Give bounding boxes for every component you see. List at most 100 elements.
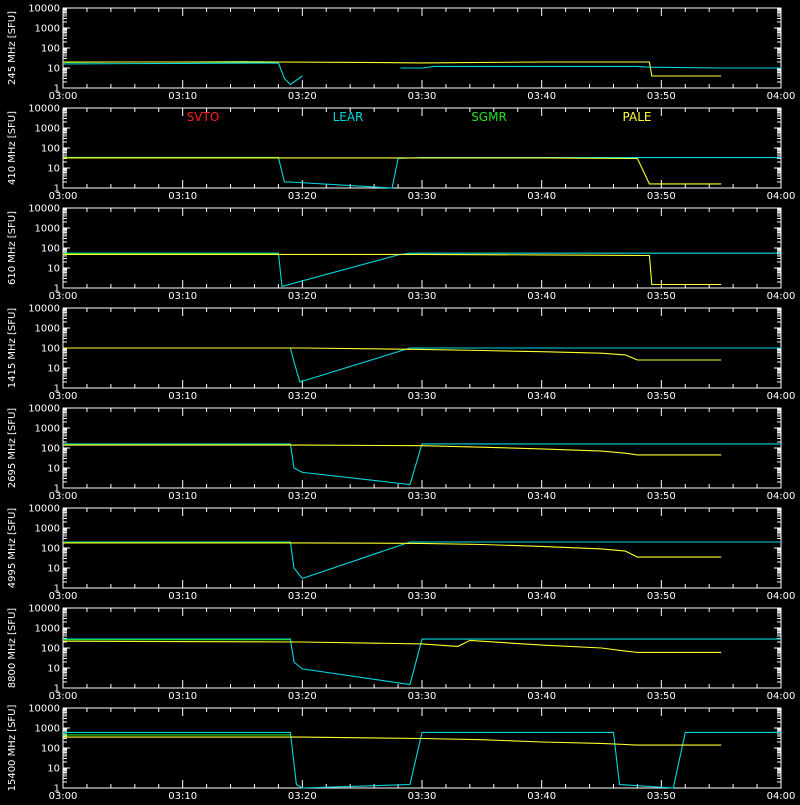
y-tick-label: 1 <box>54 84 60 95</box>
x-tick-label: 03:30 <box>408 291 437 302</box>
y-tick-label: 1 <box>54 384 60 395</box>
y-tick-label: 100 <box>41 44 60 55</box>
y-tick-label: 100 <box>41 544 60 555</box>
series-line-pale <box>63 157 722 185</box>
series-line-pale <box>63 253 722 286</box>
x-tick-label: 03:00 <box>49 191 78 202</box>
series-line-pale <box>63 444 722 456</box>
y-tick-label: 1000 <box>35 324 60 335</box>
x-tick-label: 03:20 <box>288 791 317 800</box>
series-line-pale <box>62 639 722 653</box>
y-tick-label: 100 <box>41 144 60 155</box>
panel-1: 1 10 100 1000 10000 03:00 03:10 03:20 03:30 03:40… <box>7 104 795 203</box>
y-tick-label: 10 <box>47 164 60 175</box>
y-tick-label: 10 <box>47 64 60 75</box>
panel-4: 1 10 100 1000 10000 03:00 03:10 03:20 03:30 03:40… <box>7 404 795 503</box>
x-tick-label: 03:20 <box>288 691 317 702</box>
y-tick-label: 100 <box>41 444 60 455</box>
x-tick-label: 03:20 <box>288 491 317 502</box>
x-tick-label: 03:50 <box>647 391 676 402</box>
plot-frame <box>62 107 782 189</box>
x-tick-label: 03:00 <box>49 691 78 702</box>
y-axis-label: 15400 MHz [SFU] <box>7 705 18 792</box>
x-tick-label: 03:10 <box>168 291 197 302</box>
plot-frame <box>62 407 782 489</box>
x-tick-label: 03:50 <box>647 491 676 502</box>
x-tick-label: 04:00 <box>767 191 796 202</box>
x-tick-label: 03:30 <box>408 491 437 502</box>
series-line-lear <box>63 541 781 580</box>
series-line-lear <box>63 157 781 189</box>
x-tick-label: 03:50 <box>647 191 676 202</box>
y-tick-label: 1000 <box>35 224 60 235</box>
x-tick-label: 03:00 <box>49 91 78 102</box>
x-tick-label: 03:40 <box>527 91 556 102</box>
x-tick-label: 04:00 <box>767 91 796 102</box>
x-tick-label: 04:00 <box>767 291 796 302</box>
plot-frame <box>62 707 782 789</box>
y-tick-label: 10 <box>47 264 60 275</box>
x-tick-label: 03:00 <box>49 391 78 402</box>
y-tick-label: 1 <box>54 784 60 795</box>
y-tick-label: 1 <box>54 284 60 295</box>
y-tick-label: 10 <box>47 464 60 475</box>
x-tick-label: 03:20 <box>288 391 317 402</box>
x-tick-label: 03:10 <box>168 691 197 702</box>
y-tick-label: 1 <box>54 484 60 495</box>
x-tick-label: 03:00 <box>49 491 78 502</box>
y-tick-label: 1000 <box>35 624 60 635</box>
x-tick-label: 04:00 <box>767 391 796 402</box>
y-tick-label: 10000 <box>28 404 60 415</box>
y-tick-label: 1 <box>54 584 60 595</box>
y-tick-label: 1000 <box>35 124 60 135</box>
x-tick-label: 03:30 <box>408 91 437 102</box>
series-line-pale <box>63 542 722 558</box>
x-tick-label: 03:50 <box>647 291 676 302</box>
x-tick-label: 03:10 <box>168 591 197 602</box>
x-tick-label: 03:40 <box>527 191 556 202</box>
x-tick-label: 03:20 <box>288 591 317 602</box>
x-tick-label: 03:10 <box>168 791 197 800</box>
x-tick-label: 03:40 <box>527 791 556 800</box>
x-tick-label: 03:00 <box>49 591 78 602</box>
series-line-lear <box>63 638 781 686</box>
y-tick-label: 10000 <box>28 704 60 715</box>
series-line-pale <box>63 736 722 746</box>
legend-label-sgmr: SGMR <box>471 110 507 124</box>
x-tick-label: 03:10 <box>168 191 197 202</box>
legend-label-svto: SVTO <box>187 110 220 124</box>
y-tick-label: 1 <box>54 184 60 195</box>
x-tick-label: 03:00 <box>49 791 78 800</box>
panel-6: 1 10 100 1000 10000 03:00 03:10 03:20 03:30 03:40… <box>7 604 795 703</box>
x-tick-label: 03:40 <box>527 391 556 402</box>
y-axis-label: 410 MHz [SFU] <box>7 111 18 185</box>
legend-label-pale: PALE <box>623 110 652 124</box>
y-tick-label: 1000 <box>35 724 60 735</box>
x-tick-label: 03:50 <box>647 91 676 102</box>
x-tick-label: 04:00 <box>767 491 796 502</box>
x-tick-label: 03:30 <box>408 691 437 702</box>
x-tick-label: 03:10 <box>168 391 197 402</box>
series-line-lear <box>63 252 781 288</box>
y-tick-label: 10000 <box>28 604 60 615</box>
panel-2: 1 10 100 1000 10000 03:00 03:10 03:20 03:30 03:40… <box>7 204 795 303</box>
y-axis-label: 610 MHz [SFU] <box>7 211 18 285</box>
x-tick-label: 03:40 <box>527 591 556 602</box>
y-axis-label: 2695 MHz [SFU] <box>7 408 18 489</box>
x-tick-label: 03:10 <box>168 491 197 502</box>
y-tick-label: 100 <box>41 744 60 755</box>
series-line-lear <box>63 443 781 486</box>
panel-7: 1 10 100 1000 10000 03:00 03:10 03:20 03:30 03:40… <box>7 704 795 803</box>
y-tick-label: 1000 <box>35 24 60 35</box>
y-axis-label: 245 MHz [SFU] <box>7 11 18 85</box>
x-tick-label: 03:40 <box>527 291 556 302</box>
y-axis-label: 1415 MHz [SFU] <box>7 308 18 389</box>
y-tick-label: 1 <box>54 684 60 695</box>
y-axis-label: 4995 MHz [SFU] <box>7 508 18 589</box>
x-tick-label: 03:20 <box>288 191 317 202</box>
x-tick-label: 03:00 <box>49 291 78 302</box>
plot-frame <box>62 607 782 689</box>
x-tick-label: 03:40 <box>527 491 556 502</box>
panel-0: 1 10 100 1000 10000 03:00 03:10 03:20 03:30 03:40… <box>7 4 795 103</box>
